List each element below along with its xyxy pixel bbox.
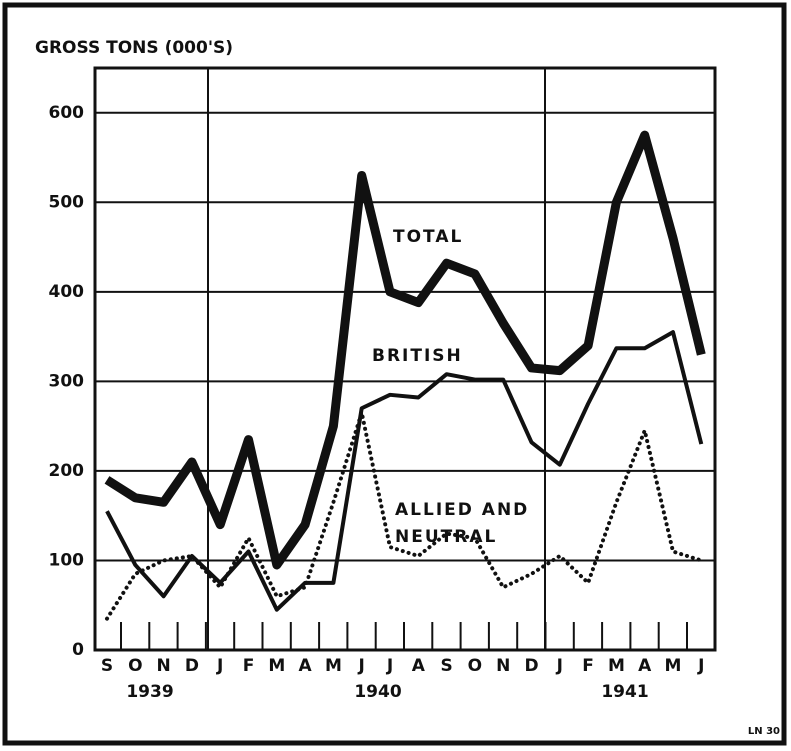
x-tick-label: A — [412, 656, 426, 676]
x-tick-label: M — [608, 656, 625, 676]
x-tick-label: J — [216, 656, 223, 676]
series-line — [105, 330, 704, 612]
footnote: LN 30 — [748, 726, 780, 737]
y-tick-label: 100 — [49, 550, 85, 570]
x-tick-label: O — [468, 656, 482, 676]
x-tick-label: A — [638, 656, 652, 676]
x-tick-label: D — [185, 656, 199, 676]
x-tick-label: A — [299, 656, 313, 676]
x-tick-label: F — [582, 656, 594, 676]
x-tick-label: J — [697, 656, 704, 676]
y-axis-label: GROSS TONS (000'S) — [35, 38, 233, 58]
x-tick-label: M — [325, 656, 342, 676]
series-line — [104, 130, 706, 570]
y-tick-label: 600 — [49, 103, 85, 123]
y-tick-label: 400 — [49, 282, 85, 302]
series-label: TOTAL — [393, 227, 464, 247]
y-tick-label: 200 — [49, 461, 85, 481]
year-label: 1941 — [601, 682, 648, 702]
x-tick-label: J — [358, 656, 365, 676]
x-tick-label: N — [496, 656, 510, 676]
x-tick-label: O — [128, 656, 142, 676]
series-label: ALLIED AND NEUTRAL — [395, 500, 530, 547]
y-tick-label: 0 — [72, 640, 84, 660]
x-tick-label: J — [386, 656, 393, 676]
y-tick-label: 300 — [49, 371, 85, 391]
x-tick-label: F — [243, 656, 255, 676]
series-line — [105, 410, 704, 621]
year-label: 1939 — [126, 682, 173, 702]
x-tick-label: J — [556, 656, 563, 676]
y-tick-label: 500 — [49, 192, 85, 212]
x-tick-label: N — [156, 656, 170, 676]
x-tick-label: S — [101, 656, 113, 676]
x-tick-label: M — [268, 656, 285, 676]
series-label: BRITISH — [372, 346, 463, 366]
x-tick-label: M — [665, 656, 682, 676]
year-label: 1940 — [354, 682, 401, 702]
x-tick-label: D — [524, 656, 538, 676]
x-tick-label: S — [440, 656, 452, 676]
